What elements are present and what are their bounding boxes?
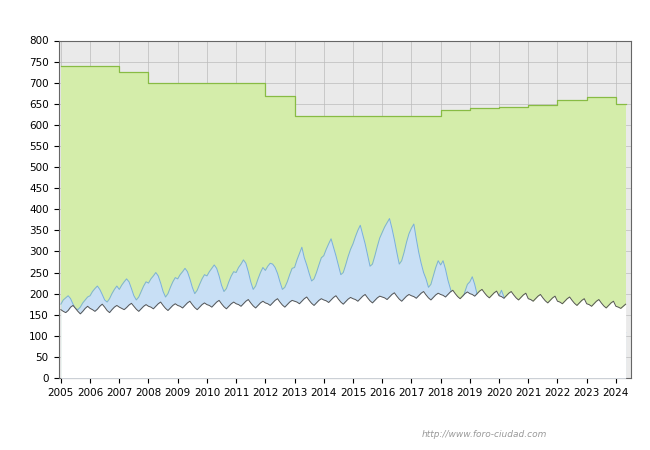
Text: http://www.foro-ciudad.com: http://www.foro-ciudad.com [422,430,547,439]
Text: Agulo - Evolucion de la poblacion en edad de Trabajar Mayo de 2024: Agulo - Evolucion de la poblacion en eda… [96,10,554,22]
